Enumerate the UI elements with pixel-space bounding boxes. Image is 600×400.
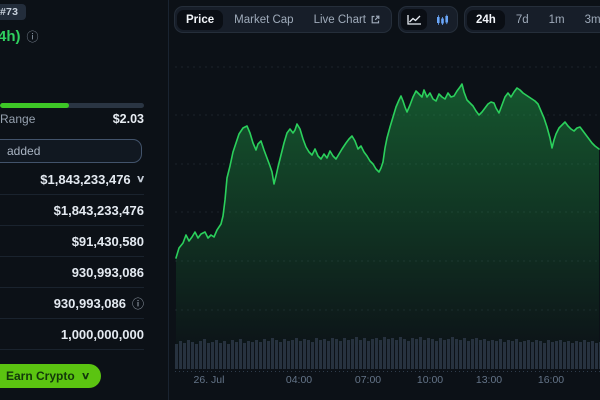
range-progress-fill bbox=[0, 103, 70, 108]
earn-crypto-button[interactable]: Earn Crypto ∨ bbox=[0, 364, 102, 388]
x-axis-label: 13:00 bbox=[475, 374, 503, 386]
chevron-down-icon: ∨ bbox=[80, 370, 91, 382]
chart-panel: Price Market Cap Live Chart bbox=[169, 0, 600, 400]
info-icon[interactable]: ⓘ bbox=[131, 296, 144, 311]
stat-row-volume: $91,430,580 bbox=[0, 226, 144, 257]
stat-value: $91,430,580 bbox=[71, 233, 144, 249]
stat-row-market-cap[interactable]: $1,843,233,476 ∨ bbox=[0, 164, 146, 195]
x-axis-label: 16:00 bbox=[537, 374, 565, 386]
range-1m[interactable]: 1m bbox=[540, 10, 574, 30]
time-range-group: 24h 7d 1m 3m 1y Max bbox=[464, 6, 600, 33]
line-chart-icon[interactable] bbox=[401, 9, 427, 30]
range-label: Range bbox=[0, 112, 36, 126]
stat-value: 930,993,086 bbox=[53, 295, 126, 311]
x-axis-label: 07:00 bbox=[354, 374, 382, 386]
earn-crypto-label: Earn Crypto bbox=[6, 369, 75, 383]
stat-value: $1,843,233,476 bbox=[53, 202, 144, 218]
range-high-value: $2.03 bbox=[112, 112, 144, 126]
info-icon[interactable]: ⓘ bbox=[26, 30, 39, 44]
range-row: Range $2.03 bbox=[0, 112, 144, 126]
stat-value: 1,000,000,000 bbox=[60, 326, 144, 342]
tab-price[interactable]: Price bbox=[177, 9, 224, 30]
portfolio-added-label: added bbox=[7, 144, 41, 158]
stat-row-fdv: $1,843,233,476 bbox=[0, 195, 144, 226]
tab-market-cap[interactable]: Market Cap bbox=[225, 10, 302, 30]
x-axis-label: 26. Jul bbox=[193, 374, 225, 386]
x-axis-label: 04:00 bbox=[285, 374, 313, 386]
view-tab-group: Price Market Cap Live Chart bbox=[174, 6, 392, 33]
price-change-line: 4h) ⓘ bbox=[0, 28, 39, 45]
range-7d[interactable]: 7d bbox=[507, 10, 538, 30]
chevron-down-icon[interactable]: ∨ bbox=[135, 173, 146, 185]
tab-live-chart-label: Live Chart bbox=[313, 13, 366, 26]
range-3m[interactable]: 3m bbox=[576, 10, 600, 30]
range-24h[interactable]: 24h bbox=[467, 9, 505, 30]
price-change-text: 4h) bbox=[0, 28, 21, 45]
stat-row-max-supply: 1,000,000,000 bbox=[0, 319, 144, 350]
stat-value: $1,843,233,476 bbox=[40, 171, 131, 187]
stats-table: $1,843,233,476 ∨ $1,843,233,476 $91,430,… bbox=[0, 164, 146, 350]
tab-live-chart[interactable]: Live Chart bbox=[305, 10, 389, 30]
price-chart-svg[interactable] bbox=[169, 0, 600, 400]
coin-stats-sidebar: #73 4h) ⓘ Range $2.03 added $1,843,233,4… bbox=[0, 0, 168, 400]
chart-toolbar: Price Market Cap Live Chart bbox=[174, 6, 600, 33]
portfolio-added-button[interactable]: added bbox=[0, 139, 142, 163]
stat-value: 930,993,086 bbox=[71, 264, 144, 280]
rank-badge: #73 bbox=[0, 4, 27, 20]
stat-row-circulating-supply: 930,993,086 bbox=[0, 257, 144, 288]
range-progress-bar bbox=[0, 103, 144, 108]
external-link-icon bbox=[371, 15, 380, 24]
candlestick-chart-icon[interactable] bbox=[429, 9, 455, 30]
panel-divider bbox=[168, 0, 169, 400]
chart-type-group bbox=[398, 6, 458, 33]
x-axis-label: 10:00 bbox=[416, 374, 444, 386]
stat-row-total-supply: 930,993,086 ⓘ bbox=[0, 288, 144, 319]
x-axis-labels: 26. Jul 04:00 07:00 10:00 13:00 16:00 bbox=[169, 374, 600, 390]
